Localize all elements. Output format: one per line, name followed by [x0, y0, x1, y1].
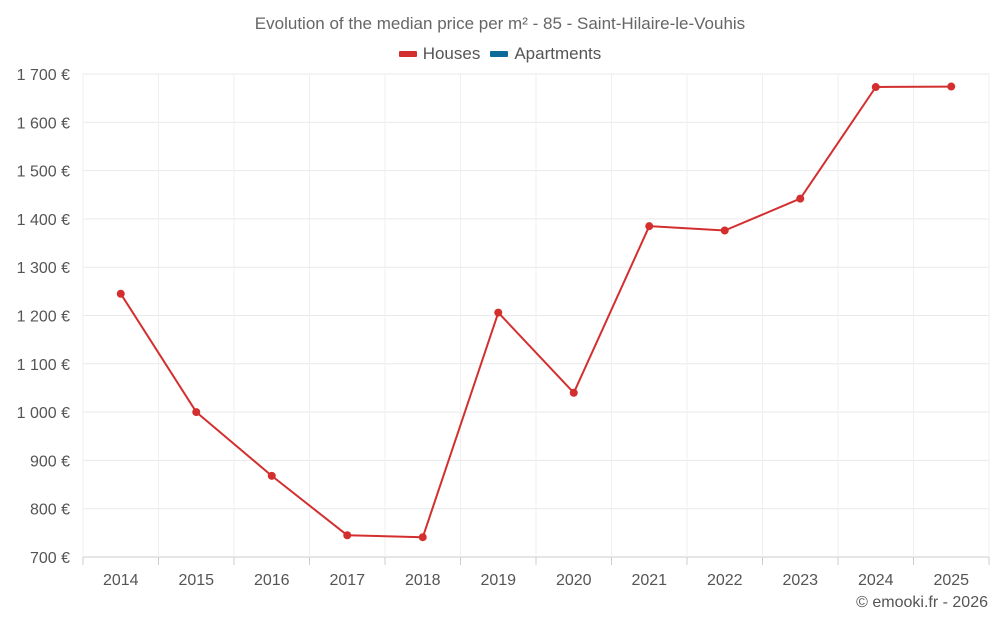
legend-swatch-apartments — [490, 51, 509, 57]
x-tick-label: 2022 — [707, 572, 743, 589]
series-line-houses — [119, 85, 952, 539]
legend-item-houses[interactable]: Houses — [398, 44, 481, 64]
y-tick-label: 1 000 € — [17, 405, 70, 422]
data-point-houses — [343, 531, 352, 540]
x-tick-label: 2017 — [329, 572, 365, 589]
x-tick-label: 2020 — [556, 572, 592, 589]
data-point-houses — [418, 533, 427, 542]
data-point-houses — [796, 194, 805, 203]
y-tick-label: 700 € — [30, 550, 70, 567]
legend: Houses Apartments — [0, 44, 1000, 64]
x-tick-label: 2021 — [631, 572, 667, 589]
legend-label-houses: Houses — [422, 44, 481, 63]
legend-label-apartments: Apartments — [514, 44, 602, 63]
credit-text: © emooki.fr - 2026 — [856, 594, 988, 611]
data-point-houses — [267, 471, 276, 480]
data-point-houses — [569, 388, 578, 397]
x-tick-label: 2016 — [254, 572, 290, 589]
data-point-houses — [871, 83, 880, 92]
data-point-houses — [947, 82, 956, 91]
y-tick-label: 900 € — [30, 453, 70, 470]
y-tick-label: 1 500 € — [17, 164, 70, 181]
x-tick-label: 2014 — [103, 572, 139, 589]
y-tick-label: 1 200 € — [17, 309, 70, 326]
data-point-houses — [116, 289, 125, 298]
x-tick-label: 2023 — [782, 572, 818, 589]
x-tick-label: 2015 — [178, 572, 214, 589]
y-tick-label: 800 € — [30, 502, 70, 519]
x-tick-label: 2018 — [405, 572, 441, 589]
y-tick-label: 1 600 € — [17, 115, 70, 132]
data-point-houses — [645, 222, 654, 231]
legend-swatch-houses — [398, 51, 417, 57]
data-point-houses — [192, 408, 201, 417]
y-tick-label: 1 100 € — [17, 357, 70, 374]
x-tick-label: 2025 — [933, 572, 969, 589]
y-tick-label: 1 700 € — [17, 67, 70, 84]
y-tick-label: 1 400 € — [17, 212, 70, 229]
x-tick-label: 2024 — [858, 572, 894, 589]
data-point-houses — [494, 308, 503, 317]
y-tick-label: 1 300 € — [17, 260, 70, 277]
chart-title: Evolution of the median price per m² - 8… — [254, 14, 746, 33]
legend-item-apartments[interactable]: Apartments — [490, 44, 601, 64]
x-tick-label: 2019 — [480, 572, 516, 589]
data-point-houses — [720, 226, 729, 235]
